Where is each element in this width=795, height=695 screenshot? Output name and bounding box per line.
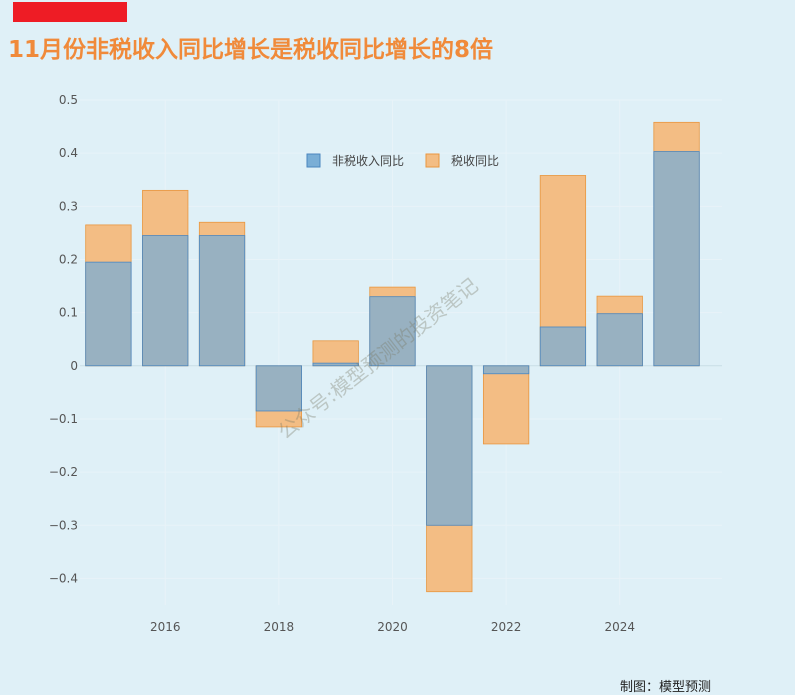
non-tax-bar[interactable] (255, 365, 302, 412)
x-tick-label: 2024 (604, 620, 635, 634)
non-tax-bar[interactable] (312, 362, 359, 367)
x-tick-label: 2020 (377, 620, 408, 634)
legend[interactable]: 非税收入同比 税收同比 (306, 153, 499, 168)
y-tick-label: 0.4 (59, 146, 78, 160)
legend-label: 税收同比 (451, 154, 499, 168)
axis-layer: −0.4 −0.3 −0.2 −0.1 0 0.1 0.2 0.3 0.4 0.5 2016 2018… (49, 93, 635, 634)
non-tax-bar[interactable] (426, 365, 473, 526)
tax-bar[interactable] (312, 340, 359, 367)
legend-item-non-tax[interactable]: 非税收入同比 (306, 153, 404, 168)
legend-label: 非税收入同比 (332, 154, 404, 168)
non-tax-bar[interactable] (198, 235, 246, 367)
non-tax-bar[interactable] (85, 261, 132, 367)
y-tick-label: 0.1 (59, 306, 78, 320)
x-tick-label: 2016 (150, 620, 181, 634)
y-tick-label: 0.3 (59, 199, 78, 213)
bars-layer (85, 121, 700, 593)
y-tick-label: −0.4 (49, 571, 78, 585)
y-tick-label: −0.2 (49, 465, 78, 479)
non-tax-bar[interactable] (539, 326, 587, 367)
red-header-tag (13, 2, 127, 22)
legend-swatch (425, 153, 440, 168)
x-tick-label: 2018 (264, 620, 295, 634)
non-tax-bar[interactable] (653, 151, 700, 367)
x-tick-label: 2022 (491, 620, 522, 634)
y-tick-label: −0.1 (49, 412, 78, 426)
y-tick-label: 0.2 (59, 252, 78, 266)
chart-credit: 制图：模型预测 (620, 680, 712, 695)
page-title: 11月份非税收入同比增长是税收同比增长的8倍 (8, 37, 494, 63)
non-tax-bar[interactable] (482, 365, 530, 375)
y-tick-label: −0.3 (49, 518, 78, 532)
non-tax-bar[interactable] (142, 235, 189, 367)
legend-item-tax[interactable]: 税收同比 (425, 153, 499, 168)
legend-swatch (306, 153, 321, 168)
y-tick-label: 0.5 (59, 93, 78, 107)
y-tick-label: 0 (70, 359, 78, 373)
tax-bar[interactable] (482, 365, 530, 445)
non-tax-bar[interactable] (369, 296, 416, 367)
non-tax-bar[interactable] (596, 313, 643, 367)
